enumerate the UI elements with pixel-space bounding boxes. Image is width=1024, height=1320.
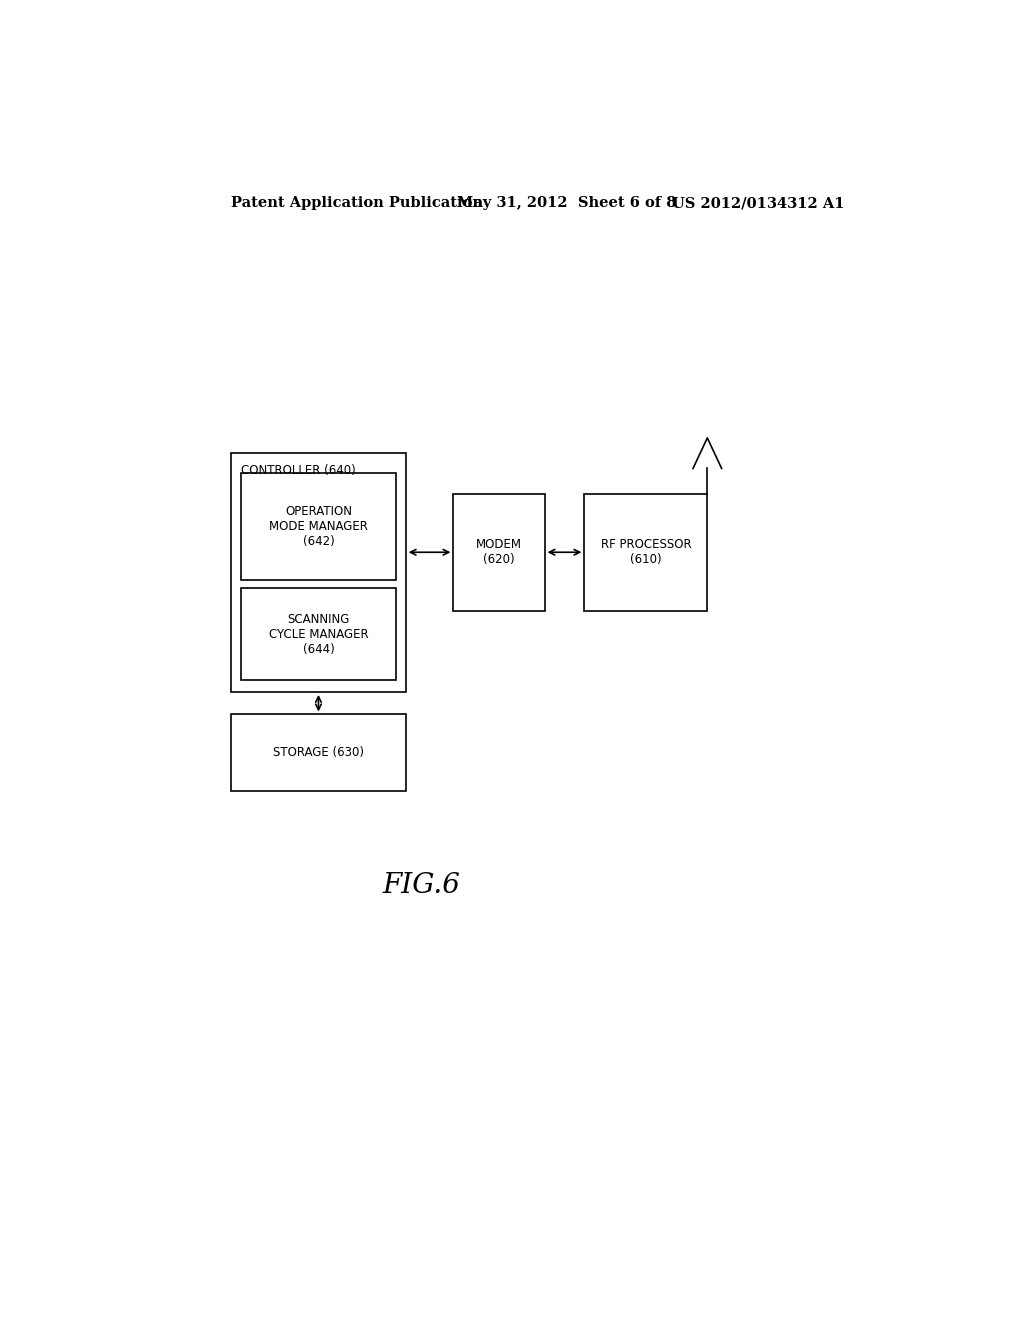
FancyBboxPatch shape xyxy=(231,453,406,692)
Text: RF PROCESSOR
(610): RF PROCESSOR (610) xyxy=(600,539,691,566)
Text: OPERATION
MODE MANAGER
(642): OPERATION MODE MANAGER (642) xyxy=(269,506,369,548)
Text: MODEM
(620): MODEM (620) xyxy=(476,539,522,566)
Text: CONTROLLER (640): CONTROLLER (640) xyxy=(241,463,355,477)
FancyBboxPatch shape xyxy=(454,494,545,611)
Text: SCANNING
CYCLE MANAGER
(644): SCANNING CYCLE MANAGER (644) xyxy=(269,612,369,656)
FancyBboxPatch shape xyxy=(231,714,406,791)
Text: FIG.6: FIG.6 xyxy=(383,871,461,899)
Text: Patent Application Publication: Patent Application Publication xyxy=(231,195,483,210)
FancyBboxPatch shape xyxy=(242,474,396,581)
Text: STORAGE (630): STORAGE (630) xyxy=(273,746,364,759)
FancyBboxPatch shape xyxy=(242,589,396,680)
Text: US 2012/0134312 A1: US 2012/0134312 A1 xyxy=(672,195,844,210)
FancyBboxPatch shape xyxy=(585,494,708,611)
Text: May 31, 2012  Sheet 6 of 8: May 31, 2012 Sheet 6 of 8 xyxy=(458,195,677,210)
